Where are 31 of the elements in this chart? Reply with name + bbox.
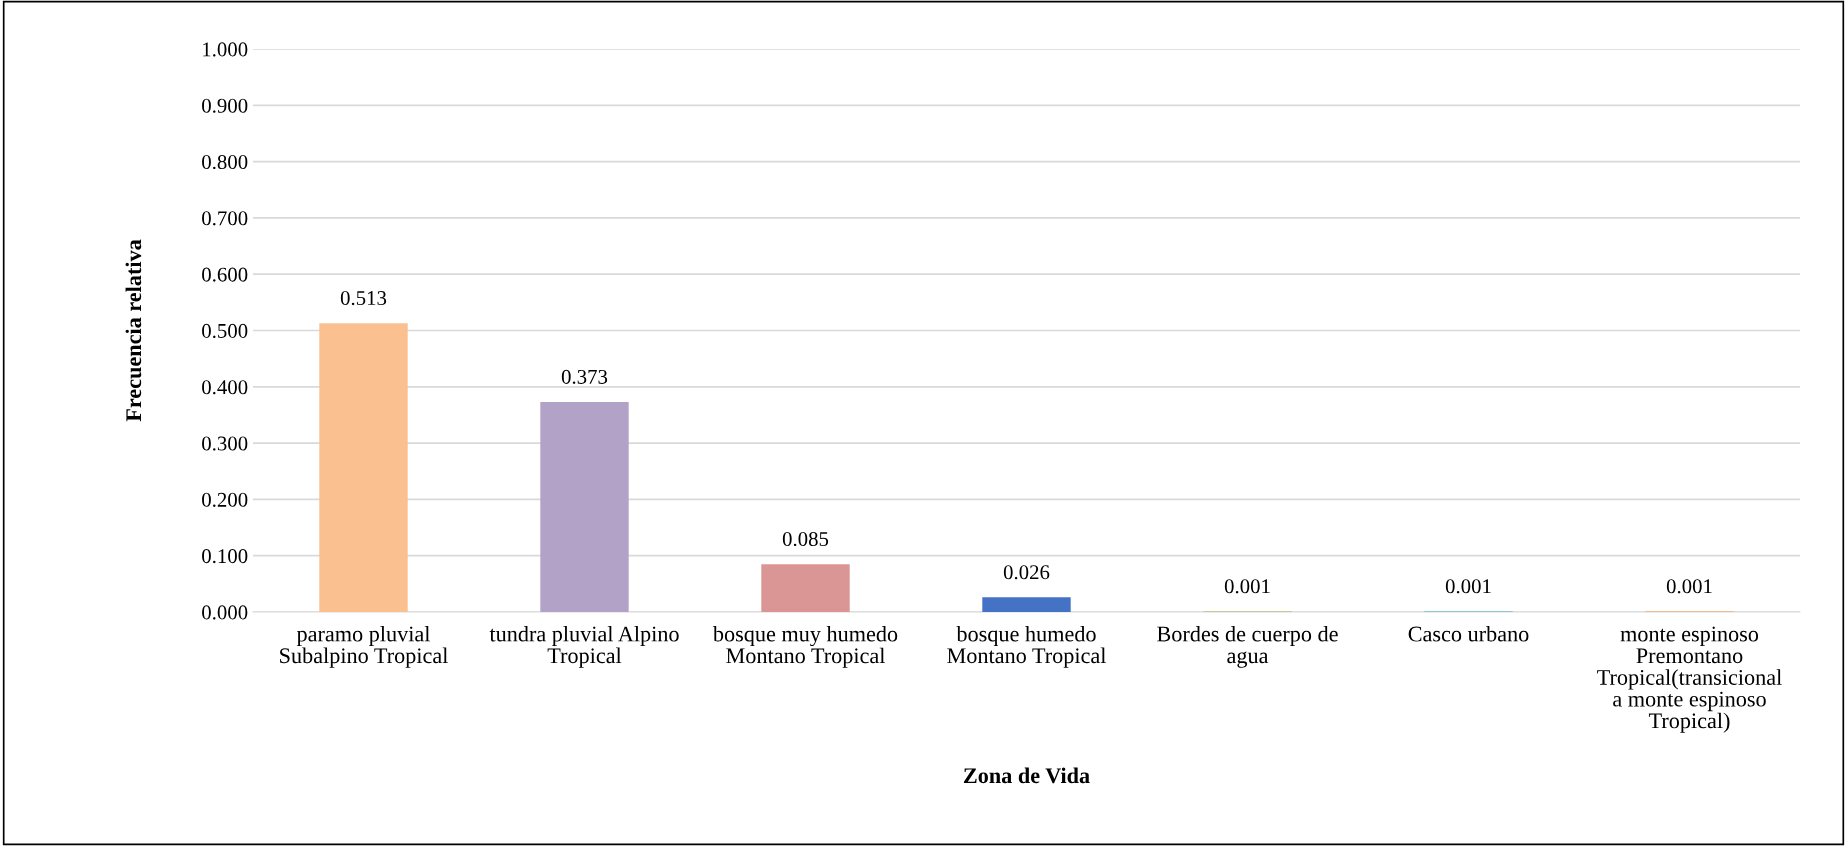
y-tick-label: 0.500: [202, 323, 248, 339]
x-tick-label: Bordes de cuerpo de agua: [1157, 625, 1338, 668]
y-tick-label: 0.100: [202, 549, 248, 564]
data-label: 0.026: [1003, 565, 1050, 580]
bar: [319, 323, 408, 612]
x-tick-label: bosque muy humedo Montano Tropical: [712, 625, 898, 668]
y-axis-title: Frecuencia relativa: [125, 239, 142, 422]
bar: [982, 597, 1071, 612]
data-label: 0.001: [1224, 579, 1270, 594]
x-tick-label: Casco urbano: [1408, 625, 1529, 642]
y-tick-label: 0.400: [202, 380, 248, 395]
x-tick-label: tundra pluvial Alpino Tropical: [489, 625, 679, 668]
data-label: 0.001: [1445, 579, 1491, 594]
bar: [540, 402, 629, 612]
x-axis-title: Zona de Vida: [963, 767, 1090, 784]
data-label: 0.085: [782, 531, 829, 547]
y-tick-label: 1.000: [203, 42, 248, 57]
y-tick-label: 0.600: [202, 267, 248, 282]
y-tick-label: 0.700: [202, 211, 248, 226]
y-tick-label: 0.900: [202, 98, 248, 113]
bar: [761, 564, 850, 612]
y-tick-label: 0.200: [202, 492, 248, 507]
x-tick-label: monte espinoso Premontano Tropical(transicional a monte espinoso Tropical): [1597, 626, 1782, 733]
data-label: 0.373: [561, 369, 608, 384]
data-label: 0.001: [1666, 579, 1712, 594]
y-tick-label: 0.300: [202, 436, 248, 451]
y-tick-label: 0.000: [202, 605, 248, 620]
y-tick-label: 0.800: [202, 154, 248, 170]
x-tick-label: bosque humedo Montano Tropical: [947, 625, 1106, 668]
x-tick-label: paramo pluvial Subalpino Tropical: [280, 625, 448, 668]
data-label: 0.513: [340, 291, 387, 306]
